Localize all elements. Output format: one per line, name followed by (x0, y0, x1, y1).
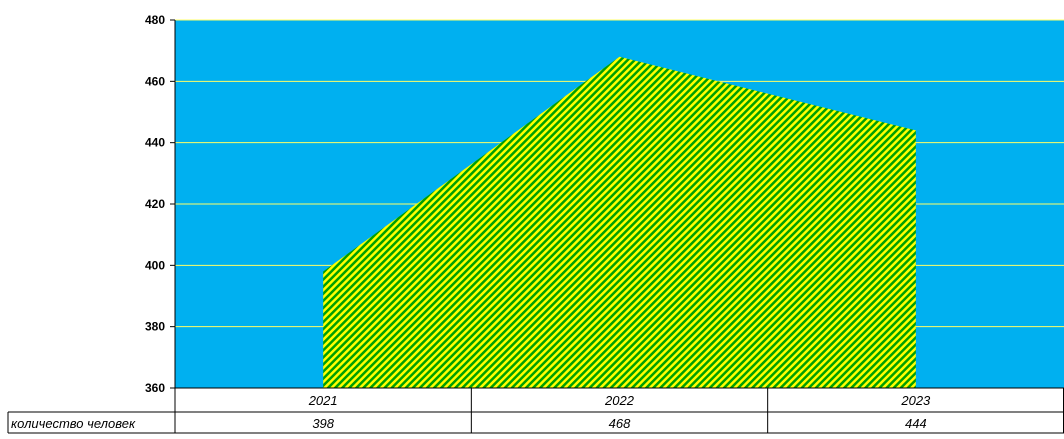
y-tick-label: 480 (145, 13, 165, 27)
data-table: 2021 2022 2023 количество человек 398 468 444 (7, 387, 1064, 434)
y-tick-label: 420 (145, 197, 165, 211)
data-value-label: 468 (609, 416, 631, 431)
x-category-label: 2021 (308, 393, 338, 408)
y-tick-label: 460 (145, 74, 165, 88)
x-category-label: 2022 (604, 393, 635, 408)
data-value-label: 444 (905, 416, 927, 431)
x-category-label: 2023 (900, 393, 931, 408)
y-tick-label: 400 (145, 258, 165, 272)
y-tick-label: 440 (145, 136, 165, 150)
y-axis: 360 380 400 420 440 460 480 (145, 13, 176, 395)
y-tick-label: 360 (145, 381, 165, 395)
series-area (323, 56, 916, 389)
series-name-label: количество человек (11, 416, 136, 431)
y-tick-label: 380 (145, 320, 165, 334)
data-value-label: 398 (312, 416, 334, 431)
